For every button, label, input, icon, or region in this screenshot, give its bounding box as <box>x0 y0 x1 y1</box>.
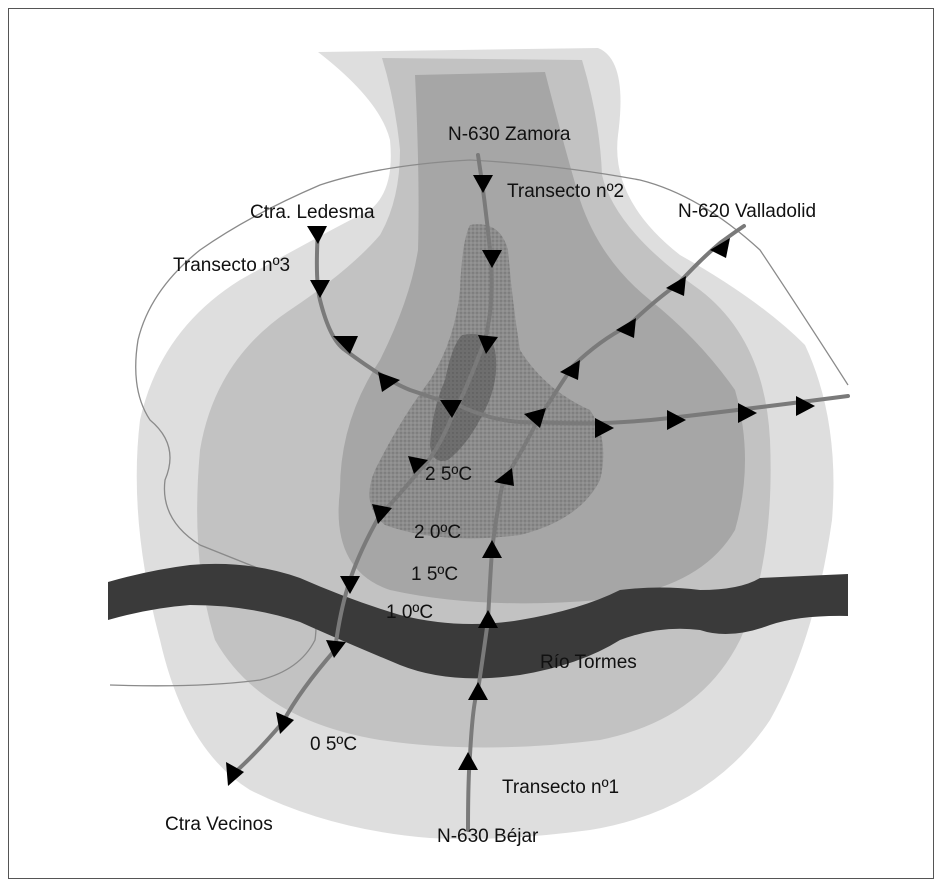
river-tormes <box>108 563 848 679</box>
arrow-icon <box>276 712 294 734</box>
transect-3-line <box>230 228 458 777</box>
arrow-icon <box>738 403 757 423</box>
label-isotherm-20: 2 0ºC <box>414 522 461 543</box>
arrow-icon <box>482 540 502 558</box>
arrow-icon <box>378 372 400 392</box>
arrow-icon <box>482 250 502 268</box>
arrow-icon <box>667 410 686 430</box>
arrow-icon <box>494 468 514 486</box>
arrow-icon <box>616 318 636 338</box>
arrow-icon <box>666 276 686 296</box>
label-transect-2: Transecto nº2 <box>507 181 624 202</box>
arrow-icon <box>524 408 546 428</box>
arrow-icon <box>310 280 330 298</box>
label-n620-valladolid: N-620 Valladolid <box>678 201 816 222</box>
label-transect-3: Transecto nº3 <box>173 255 290 276</box>
arrow-icon <box>560 360 580 380</box>
arrow-icon <box>473 175 493 193</box>
label-isotherm-25: 2 5ºC <box>425 464 472 485</box>
arrow-icon <box>478 610 498 628</box>
label-isotherm-05: 0 5ºC <box>310 734 357 755</box>
arrow-icon <box>796 396 815 416</box>
arrow-icon <box>468 682 488 700</box>
arrow-icon <box>458 752 478 770</box>
label-n630-bejar: N-630 Béjar <box>437 826 539 847</box>
arrow-icon <box>478 335 498 354</box>
arrow-icon <box>440 400 462 418</box>
arrow-icon <box>326 640 346 658</box>
label-isotherm-10: 1 0ºC <box>386 602 433 623</box>
label-river-tormes: Río Tormes <box>540 652 637 673</box>
arrow-icon <box>333 336 358 354</box>
arrow-icon <box>595 418 614 438</box>
label-ctra-ledesma: Ctra. Ledesma <box>250 202 375 223</box>
label-isotherm-15: 1 5ºC <box>411 564 458 585</box>
arrow-icon <box>340 576 360 594</box>
label-ctra-vecinos: Ctra Vecinos <box>165 814 273 835</box>
label-transect-1: Transecto nº1 <box>502 777 619 798</box>
arrow-icon <box>372 504 392 524</box>
arrow-icon <box>408 456 428 474</box>
arrow-icon <box>710 238 730 258</box>
label-n630-zamora: N-630 Zamora <box>448 124 571 145</box>
arrow-icon <box>307 226 327 244</box>
arrow-icon <box>226 762 244 786</box>
